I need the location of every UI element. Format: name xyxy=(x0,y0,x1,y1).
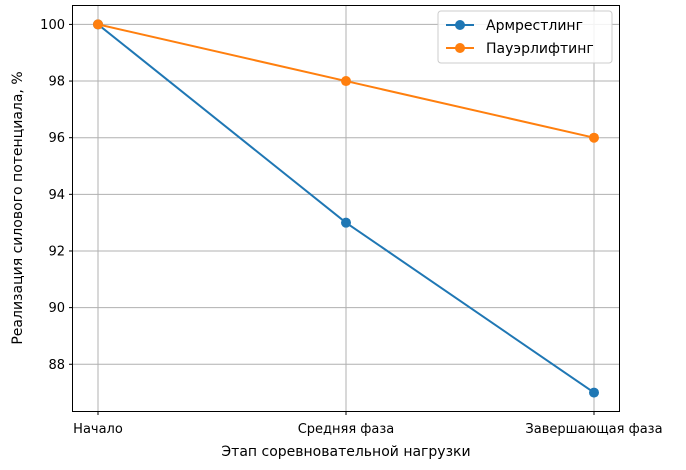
y-tick-label: 100 xyxy=(40,18,65,33)
grid xyxy=(73,6,619,411)
y-tick-label: 98 xyxy=(48,75,65,90)
legend-entry: Армрестлинг xyxy=(446,18,583,34)
data-point xyxy=(589,132,599,143)
legend: Армрестлинг Пауэрлифтинг xyxy=(437,10,613,64)
x-tick-label: Завершающая фаза xyxy=(525,422,662,437)
series-2 xyxy=(93,19,599,143)
legend-swatch-marker xyxy=(455,20,465,30)
x-tick-label: Начало xyxy=(73,422,123,437)
y-axis-label: Реализация силового потенциала, % xyxy=(10,71,26,344)
y-tick-label: 88 xyxy=(48,358,65,373)
x-tick-label: Средняя фаза xyxy=(298,422,395,437)
legend-swatch-marker xyxy=(455,43,465,53)
y-axis-ticks: 88 90 92 94 96 98 100 xyxy=(40,18,73,373)
legend-box xyxy=(437,10,613,64)
data-point xyxy=(341,217,351,228)
legend-entry: Пауэрлифтинг xyxy=(446,41,594,57)
y-tick-label: 90 xyxy=(48,301,65,316)
series-layer xyxy=(93,19,599,398)
data-point xyxy=(341,76,351,87)
y-tick-label: 92 xyxy=(48,244,65,259)
legend-label: Пауэрлифтинг xyxy=(486,41,594,57)
data-point xyxy=(589,387,599,398)
x-axis-label: Этап соревновательной нагрузки xyxy=(221,444,470,460)
data-point xyxy=(93,19,103,30)
y-tick-label: 96 xyxy=(48,131,65,146)
x-axis-ticks: Начало Средняя фаза Завершающая фаза xyxy=(73,411,663,437)
y-tick-label: 94 xyxy=(48,188,65,203)
legend-label: Армрестлинг xyxy=(486,18,583,34)
